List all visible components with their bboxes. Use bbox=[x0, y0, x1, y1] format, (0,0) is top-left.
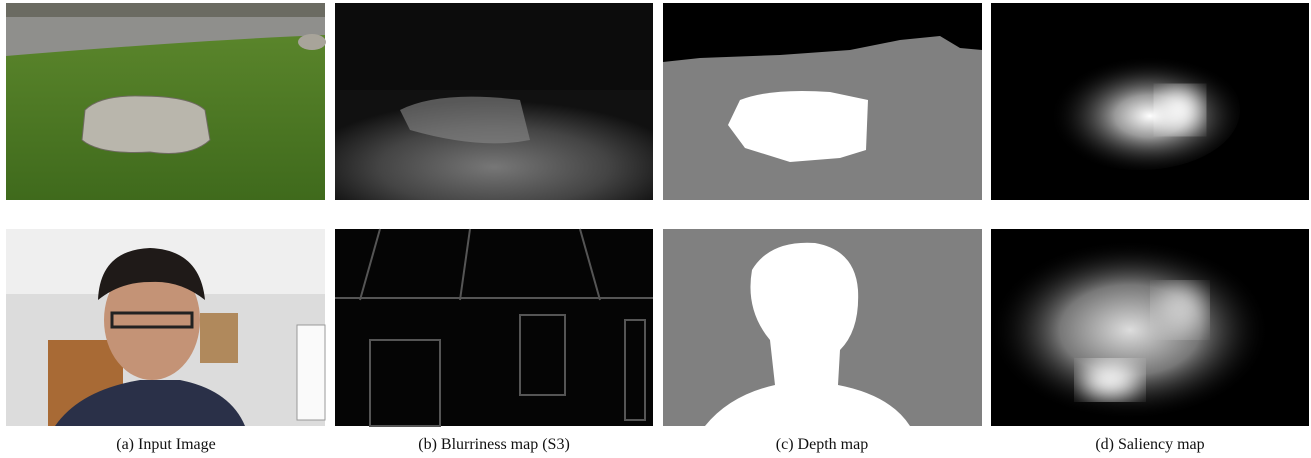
figure: (a) Input Image (b) Blurriness map (S3) … bbox=[0, 0, 1311, 458]
caption: (d) Saliency map bbox=[990, 436, 1310, 454]
saliency-map-2 bbox=[990, 229, 1309, 426]
blurriness-map-1 bbox=[335, 3, 653, 200]
caption: (b) Blurriness map (S3) bbox=[334, 436, 654, 454]
caption: (a) Input Image bbox=[6, 436, 326, 454]
figure-images bbox=[0, 0, 1311, 430]
input-image-1 bbox=[6, 3, 326, 200]
blurriness-map-2 bbox=[335, 229, 653, 426]
depth-map-1 bbox=[663, 3, 982, 200]
input-image-2 bbox=[6, 229, 325, 426]
saliency-map-1 bbox=[991, 3, 1309, 200]
caption: (c) Depth map bbox=[662, 436, 982, 454]
depth-map-2 bbox=[663, 229, 982, 426]
